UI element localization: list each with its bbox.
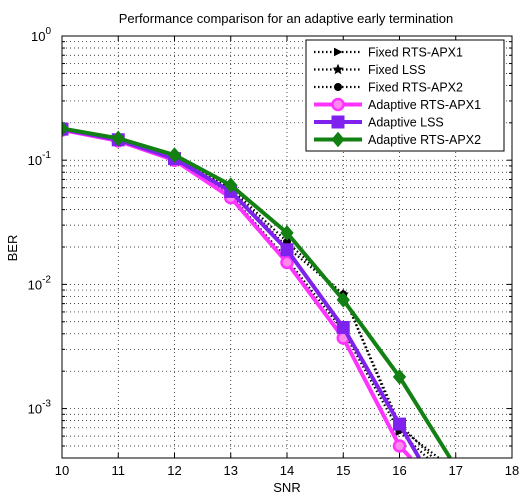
y-tick-label: 10-2 (28, 274, 52, 292)
legend-label: Fixed RTS-APX1 (368, 46, 463, 60)
point-marker (280, 255, 294, 270)
series (62, 123, 413, 458)
series-line (62, 127, 421, 458)
point-marker (224, 177, 238, 193)
point-marker (393, 417, 406, 431)
legend-label: Fixed RTS-APX2 (368, 81, 463, 95)
x-tick-label: 14 (280, 463, 294, 478)
series (62, 120, 452, 458)
plot-frame (61, 35, 513, 459)
series-line (62, 127, 435, 458)
legend-label: Adaptive LSS (368, 116, 444, 130)
x-tick-label: 18 (505, 463, 519, 478)
point-marker (336, 292, 350, 308)
point-marker (332, 63, 344, 75)
series-line (62, 126, 452, 458)
chart-title: Performance comparison for an adaptive e… (119, 11, 454, 26)
point-marker (331, 115, 345, 129)
axis-ticks: 10 11 12 13 14 15 16 17 18 100 10-1 10-2 10-3 (28, 26, 519, 478)
point-marker (280, 243, 294, 257)
point-marker (334, 83, 342, 91)
point-marker (392, 439, 407, 453)
point-marker (280, 225, 294, 241)
point-marker (331, 131, 345, 148)
legend-label: Fixed LSS (368, 63, 426, 77)
x-tick-label: 17 (449, 463, 463, 478)
y-tick-label: 10-1 (28, 150, 52, 168)
x-tick-label: 10 (55, 463, 69, 478)
point-marker (336, 320, 350, 334)
point-marker (334, 47, 343, 57)
point-marker (62, 120, 69, 137)
legend-label: Adaptive RTS-APX2 (368, 133, 481, 147)
y-tick-label: 100 (31, 26, 51, 44)
legend-box (305, 39, 505, 152)
point-marker (331, 97, 345, 112)
series-line (62, 127, 429, 458)
series (62, 126, 429, 458)
legend-label: Adaptive RTS-APX1 (368, 98, 481, 112)
y-tick-label: 10-3 (28, 399, 52, 417)
x-tick-label: 12 (167, 463, 181, 478)
x-tick-label: 13 (224, 463, 238, 478)
x-tick-label: 16 (392, 463, 406, 478)
point-marker (167, 147, 182, 163)
point-marker (111, 130, 125, 147)
series (62, 122, 421, 458)
series (62, 122, 435, 458)
series-layer (62, 120, 452, 458)
x-axis-label: SNR (273, 480, 300, 495)
y-axis-label: BER (5, 235, 20, 262)
x-tick-label: 15 (336, 463, 350, 478)
point-marker (392, 369, 407, 385)
x-tick-label: 11 (112, 463, 126, 478)
legend: Fixed RTS-APX1 Fixed LSS Fixed RTS-APX2 Ada… (305, 39, 505, 152)
